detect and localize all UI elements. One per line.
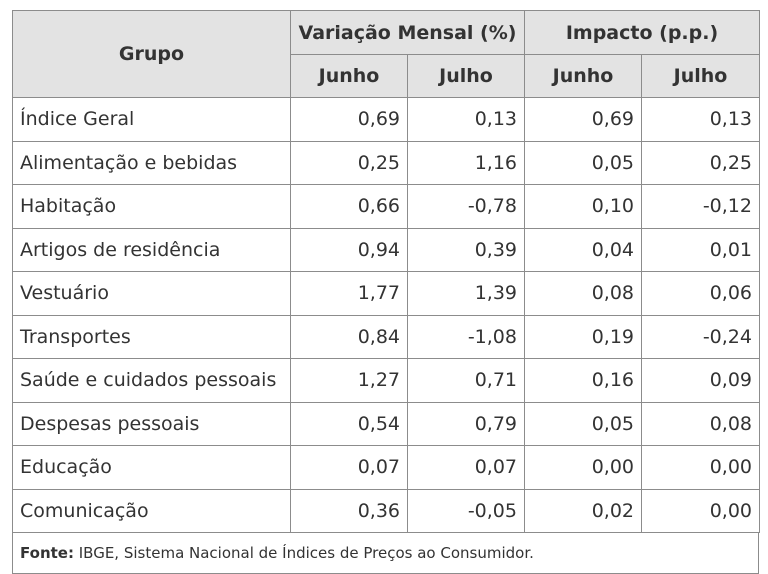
value-cell: 0,36	[290, 488, 408, 533]
group-cell: Transportes	[12, 314, 291, 359]
value-cell: 0,13	[641, 97, 760, 142]
table-row: Saúde e cuidados pessoais 1,27 0,71 0,16 0,0…	[12, 358, 760, 403]
group-cell: Despesas pessoais	[12, 401, 291, 446]
month-header: Junho	[524, 54, 642, 98]
value-cell: 0,84	[290, 314, 408, 359]
value-cell: 1,77	[290, 271, 408, 316]
value-cell: 0,69	[290, 97, 408, 142]
value-cell: -0,12	[641, 184, 760, 229]
table-body: Índice Geral 0,69 0,13 0,69 0,13 Alimentação …	[12, 97, 760, 533]
ipca-table-container: Grupo Variação Mensal (%) Impacto (p.p.)…	[12, 10, 760, 574]
value-cell: 0,01	[641, 227, 760, 272]
group-cell: Índice Geral	[12, 97, 291, 142]
header-row-top: Grupo Variação Mensal (%) Impacto (p.p.)	[12, 10, 760, 98]
group-header: Grupo	[12, 10, 291, 98]
value-cell: 0,39	[407, 227, 525, 272]
value-cell: -0,78	[407, 184, 525, 229]
month-header: Julho	[407, 54, 525, 98]
value-cell: 0,00	[641, 488, 760, 533]
value-cell: 0,08	[524, 271, 642, 316]
value-cell: 0,04	[524, 227, 642, 272]
table-row: Artigos de residência 0,94 0,39 0,04 0,01	[12, 227, 760, 272]
value-cell: 0,08	[641, 401, 760, 446]
impact-header: Impacto (p.p.)	[524, 10, 760, 55]
value-cell: 0,94	[290, 227, 408, 272]
value-cell: 0,25	[641, 140, 760, 185]
variation-header: Variação Mensal (%)	[290, 10, 525, 55]
month-header: Julho	[641, 54, 760, 98]
group-cell: Saúde e cuidados pessoais	[12, 358, 291, 403]
value-cell: 0,16	[524, 358, 642, 403]
value-cell: 1,39	[407, 271, 525, 316]
value-cell: 0,02	[524, 488, 642, 533]
group-cell: Educação	[12, 445, 291, 490]
value-cell: 0,54	[290, 401, 408, 446]
table-row: Índice Geral 0,69 0,13 0,69 0,13	[12, 97, 760, 142]
group-cell: Artigos de residência	[12, 227, 291, 272]
value-cell: 0,79	[407, 401, 525, 446]
value-cell: 0,07	[290, 445, 408, 490]
value-cell: 0,69	[524, 97, 642, 142]
source-label: Fonte:	[20, 544, 74, 562]
value-cell: 0,10	[524, 184, 642, 229]
table-row: Despesas pessoais 0,54 0,79 0,05 0,08	[12, 401, 760, 446]
group-cell: Habitação	[12, 184, 291, 229]
value-cell: 0,66	[290, 184, 408, 229]
value-cell: 0,13	[407, 97, 525, 142]
value-cell: 0,05	[524, 140, 642, 185]
header-row-months: Junho Julho Junho Julho	[13, 54, 760, 98]
value-cell: 1,16	[407, 140, 525, 185]
source-note: Fonte: IBGE, Sistema Nacional de Índices…	[12, 533, 759, 574]
value-cell: -0,24	[641, 314, 760, 359]
group-cell: Vestuário	[12, 271, 291, 316]
value-cell: 0,07	[407, 445, 525, 490]
value-cell: 0,00	[524, 445, 642, 490]
source-text: IBGE, Sistema Nacional de Índices de Pre…	[78, 544, 534, 562]
value-cell: 0,06	[641, 271, 760, 316]
ipca-table: Grupo Variação Mensal (%) Impacto (p.p.)…	[12, 10, 760, 533]
value-cell: -0,05	[407, 488, 525, 533]
value-cell: 1,27	[290, 358, 408, 403]
group-cell: Comunicação	[12, 488, 291, 533]
value-cell: 0,71	[407, 358, 525, 403]
table-row: Alimentação e bebidas 0,25 1,16 0,05 0,25	[12, 140, 760, 185]
table-row: Educação 0,07 0,07 0,00 0,00	[12, 445, 760, 490]
value-cell: 0,09	[641, 358, 760, 403]
value-cell: 0,19	[524, 314, 642, 359]
table-row: Comunicação 0,36 -0,05 0,02 0,00	[12, 488, 760, 533]
table-row: Vestuário 1,77 1,39 0,08 0,06	[12, 271, 760, 316]
value-cell: -1,08	[407, 314, 525, 359]
table-row: Habitação 0,66 -0,78 0,10 -0,12	[12, 184, 760, 229]
value-cell: 0,25	[290, 140, 408, 185]
value-cell: 0,05	[524, 401, 642, 446]
group-cell: Alimentação e bebidas	[12, 140, 291, 185]
month-header: Junho	[290, 54, 408, 98]
table-row: Transportes 0,84 -1,08 0,19 -0,24	[12, 314, 760, 359]
value-cell: 0,00	[641, 445, 760, 490]
